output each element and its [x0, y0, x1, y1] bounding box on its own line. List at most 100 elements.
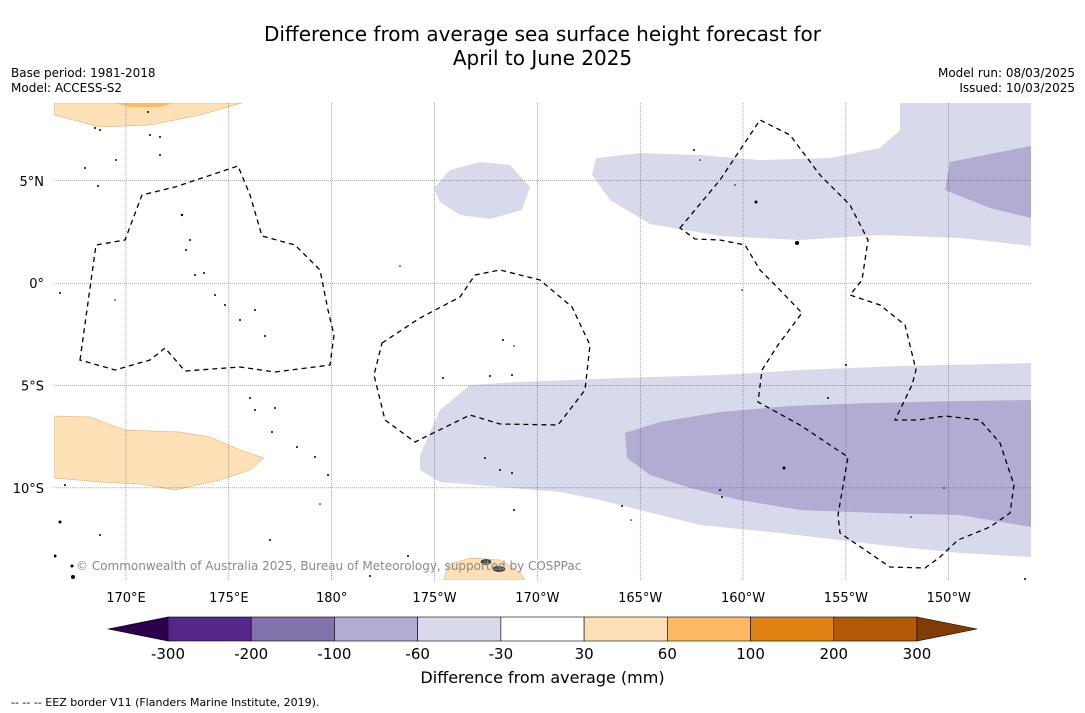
island [180, 213, 184, 217]
island [319, 503, 321, 505]
title-line-1: Difference from average sea surface heig… [263, 22, 822, 46]
longitude-label: 150°W [927, 591, 971, 606]
island [185, 249, 187, 251]
island [59, 292, 61, 294]
island [795, 241, 799, 245]
map-area: © Commonwealth of Australia 2025, Bureau… [13, 103, 1031, 606]
issued-date: Issued: 10/03/2025 [959, 81, 1075, 95]
island [442, 377, 444, 379]
island [71, 575, 75, 579]
base-period: Base period: 1981-2018 [11, 66, 156, 80]
island [189, 239, 191, 241]
model-name: Model: ACCESS-S2 [11, 81, 123, 95]
eez-border-tuvalu-kiribati-west [79, 165, 335, 373]
anomaly-fields [54, 103, 1031, 580]
longitude-label: 175°E [209, 591, 249, 606]
colorbar-tick-label: -60 [405, 645, 430, 663]
island [264, 335, 266, 337]
colorbar-segment [583, 616, 668, 642]
longitude-label: 175°W [412, 591, 456, 606]
island [630, 519, 632, 521]
island [943, 487, 945, 489]
gridlines [54, 103, 1031, 580]
island-samoa-east [492, 566, 506, 572]
longitude-label: 170°W [515, 591, 559, 606]
island [194, 274, 196, 276]
anomaly-region-nw-positive [54, 103, 243, 128]
island [254, 309, 256, 311]
colorbar-extend-low [107, 616, 169, 642]
island [54, 554, 57, 558]
map-title: Difference from average sea surface heig… [0, 22, 1085, 70]
longitude-label: 180° [316, 591, 347, 606]
island [699, 159, 701, 161]
meta-right: Model run: 08/03/2025 Issued: 10/03/2025 [938, 66, 1075, 96]
meta-left: Base period: 1981-2018 Model: ACCESS-S2 [11, 66, 156, 96]
island [147, 111, 149, 113]
latitude-labels: 5°N 0° 5°S 10°S [13, 175, 44, 497]
island [399, 265, 401, 267]
island [721, 496, 723, 498]
colorbar-tick-label: 200 [819, 645, 848, 663]
island [94, 127, 96, 129]
island [99, 534, 101, 536]
colorbar-segment [250, 616, 335, 642]
eez-footnote: -- -- -- EEZ border V11 (Flanders Marine… [11, 696, 320, 709]
colorbar: -300 -200 -100 -60 -30 30 60 100 200 300 [107, 616, 978, 663]
island [249, 397, 251, 399]
island [269, 539, 271, 541]
island [513, 509, 515, 511]
island [754, 200, 758, 204]
island [719, 489, 721, 491]
island [149, 134, 151, 136]
island [511, 374, 513, 376]
latitude-label: 5°S [21, 380, 44, 395]
island [314, 456, 316, 458]
longitude-label: 170°E [106, 591, 146, 606]
colorbar-segment [750, 616, 835, 642]
island [239, 319, 241, 321]
anomaly-region-north-blob [434, 162, 530, 219]
island [741, 289, 743, 291]
colorbar-extend-high [916, 616, 978, 642]
island [274, 407, 276, 409]
islands [54, 111, 1026, 580]
island [734, 184, 736, 186]
island [407, 555, 409, 557]
colorbar-title: Difference from average (mm) [420, 668, 665, 687]
longitude-label: 155°W [824, 591, 868, 606]
island [254, 409, 256, 411]
island [693, 149, 695, 151]
island [58, 520, 62, 524]
title-line-2: April to June 2025 [452, 46, 633, 70]
island [114, 299, 116, 301]
colorbar-tick-label: -100 [317, 645, 351, 663]
copyright-notice: © Commonwealth of Australia 2025, Bureau… [76, 559, 581, 573]
colorbar-segment [334, 616, 418, 642]
eez-border-kiribati-east [679, 119, 1015, 569]
longitude-label: 160°W [721, 591, 765, 606]
island [499, 469, 501, 471]
island [214, 294, 216, 296]
colorbar-tick-label: -200 [234, 645, 268, 663]
island [845, 364, 847, 366]
island-samoa-west [480, 559, 492, 565]
island [327, 474, 329, 476]
island [484, 457, 486, 459]
colorbar-segment [167, 616, 252, 642]
colorbar-tick-label: 100 [736, 645, 765, 663]
island [910, 516, 912, 518]
anomaly-region-south-positive [443, 557, 526, 580]
anomaly-region-north-east [592, 103, 1031, 246]
island [1024, 578, 1026, 580]
island [271, 431, 273, 433]
island [369, 575, 371, 577]
anomaly-region-west-positive [54, 415, 265, 491]
island [84, 167, 86, 169]
island [224, 304, 226, 306]
island [513, 345, 515, 347]
latitude-label: 10°S [13, 482, 44, 497]
island [115, 159, 117, 161]
anomaly-region-south-core [625, 400, 1031, 527]
